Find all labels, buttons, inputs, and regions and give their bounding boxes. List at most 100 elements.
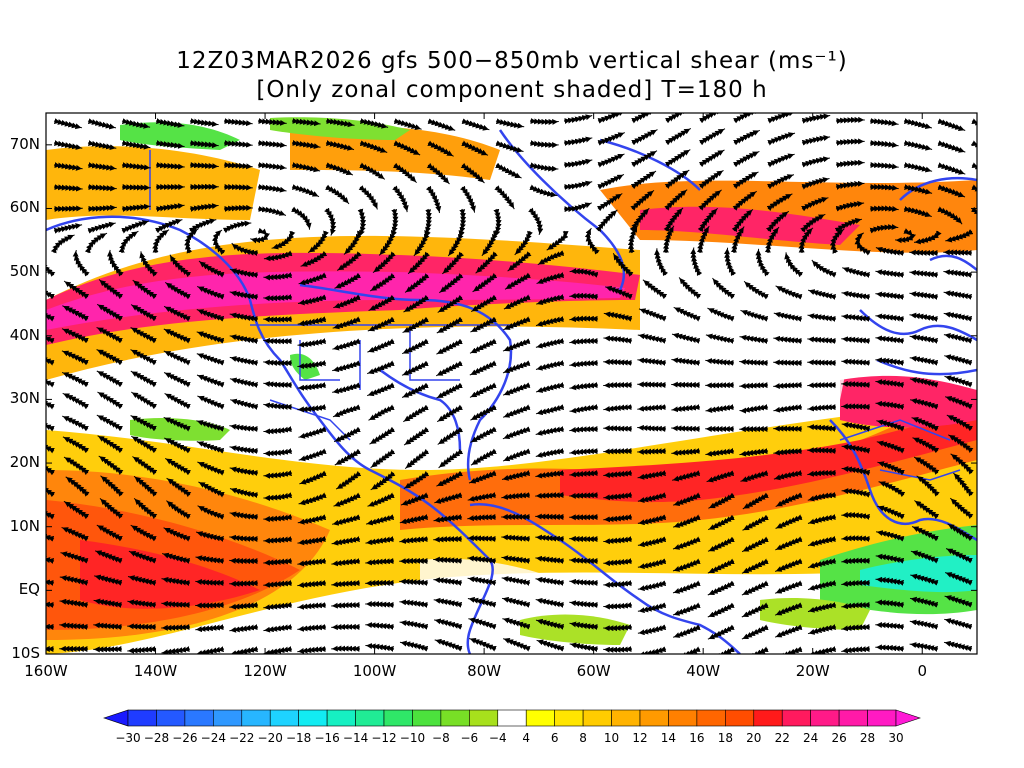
streamline	[707, 307, 735, 322]
streamline	[62, 305, 89, 322]
streamline	[399, 536, 429, 544]
streamline	[291, 140, 321, 150]
streamline	[834, 218, 863, 233]
streamline	[367, 382, 395, 397]
streamline	[807, 624, 837, 635]
streamline	[869, 140, 899, 148]
streamline	[502, 382, 531, 396]
streamline	[461, 118, 490, 131]
streamline	[297, 338, 327, 348]
streamline	[97, 435, 124, 454]
streamline	[100, 475, 124, 497]
streamline	[372, 251, 396, 273]
streamline	[291, 206, 312, 230]
streamline	[359, 118, 389, 129]
streamline	[911, 417, 939, 432]
streamline	[163, 372, 191, 388]
streamline	[61, 350, 89, 366]
streamline	[546, 230, 569, 251]
streamline	[671, 425, 701, 432]
streamline	[163, 527, 191, 542]
streamline	[742, 492, 769, 510]
streamline	[297, 514, 327, 525]
streamline	[910, 550, 939, 564]
streamline	[189, 203, 219, 212]
streamline	[98, 279, 124, 300]
streamline	[333, 294, 361, 309]
streamline	[742, 646, 769, 654]
lon-label: 80W	[467, 662, 502, 680]
streamline	[569, 448, 599, 456]
streamline	[229, 487, 259, 498]
streamline	[773, 335, 803, 344]
streamline	[878, 481, 906, 498]
streamline	[470, 316, 497, 333]
streamline	[569, 337, 598, 345]
streamline	[501, 470, 531, 481]
streamline	[399, 640, 429, 652]
streamline	[291, 162, 321, 173]
streamline	[257, 162, 287, 171]
streamline	[404, 448, 430, 469]
streamline	[953, 472, 974, 497]
lat-label: EQ	[18, 580, 40, 599]
streamline	[467, 596, 497, 608]
streamline	[801, 113, 831, 124]
streamline	[631, 150, 658, 168]
colorbar-swatch	[440, 709, 470, 727]
streamline	[903, 184, 933, 195]
streamline	[603, 580, 633, 588]
lon-label: 100W	[352, 662, 397, 680]
colorbar-swatch	[895, 709, 921, 727]
streamline	[118, 230, 139, 254]
colorbar-label: −16	[314, 731, 340, 745]
streamline	[163, 305, 191, 322]
streamline	[774, 580, 803, 594]
streamline	[257, 118, 287, 126]
streamline	[739, 359, 769, 367]
streamline	[433, 514, 463, 523]
streamline	[470, 404, 497, 421]
streamline	[392, 162, 417, 184]
streamline	[945, 548, 973, 564]
streamline	[569, 578, 599, 586]
colorbar-label: −4	[488, 731, 507, 745]
streamline	[535, 597, 565, 608]
colorbar-swatch	[355, 709, 385, 727]
streamline	[127, 646, 157, 654]
streamline	[612, 253, 634, 277]
streamline	[665, 113, 691, 124]
streamline	[263, 448, 293, 457]
streamline	[913, 456, 940, 475]
lon-label: 0	[917, 662, 928, 680]
streamline	[637, 514, 667, 526]
colorbar-swatch	[184, 709, 214, 727]
streamline	[869, 205, 899, 212]
streamline	[297, 382, 327, 391]
streamline	[425, 185, 442, 214]
streamline	[155, 218, 183, 234]
lon-label: 40W	[686, 662, 721, 680]
streamline	[53, 118, 83, 130]
streamline	[642, 279, 668, 300]
streamline	[87, 140, 117, 151]
streamline	[291, 184, 320, 198]
streamline	[195, 601, 225, 609]
streamline	[869, 117, 899, 127]
streamline	[603, 602, 633, 610]
streamline	[427, 118, 456, 131]
streamline	[914, 500, 940, 520]
streamline	[298, 448, 327, 462]
streamline	[189, 140, 219, 149]
streamline	[128, 550, 157, 564]
streamline	[949, 497, 974, 520]
streamline	[903, 162, 933, 173]
streamline	[708, 646, 735, 654]
streamline	[637, 536, 667, 548]
streamline	[869, 224, 899, 234]
streamline	[707, 514, 735, 531]
streamline	[403, 404, 429, 423]
streamline	[773, 470, 803, 481]
streamline	[162, 552, 191, 564]
streamline	[766, 193, 793, 211]
